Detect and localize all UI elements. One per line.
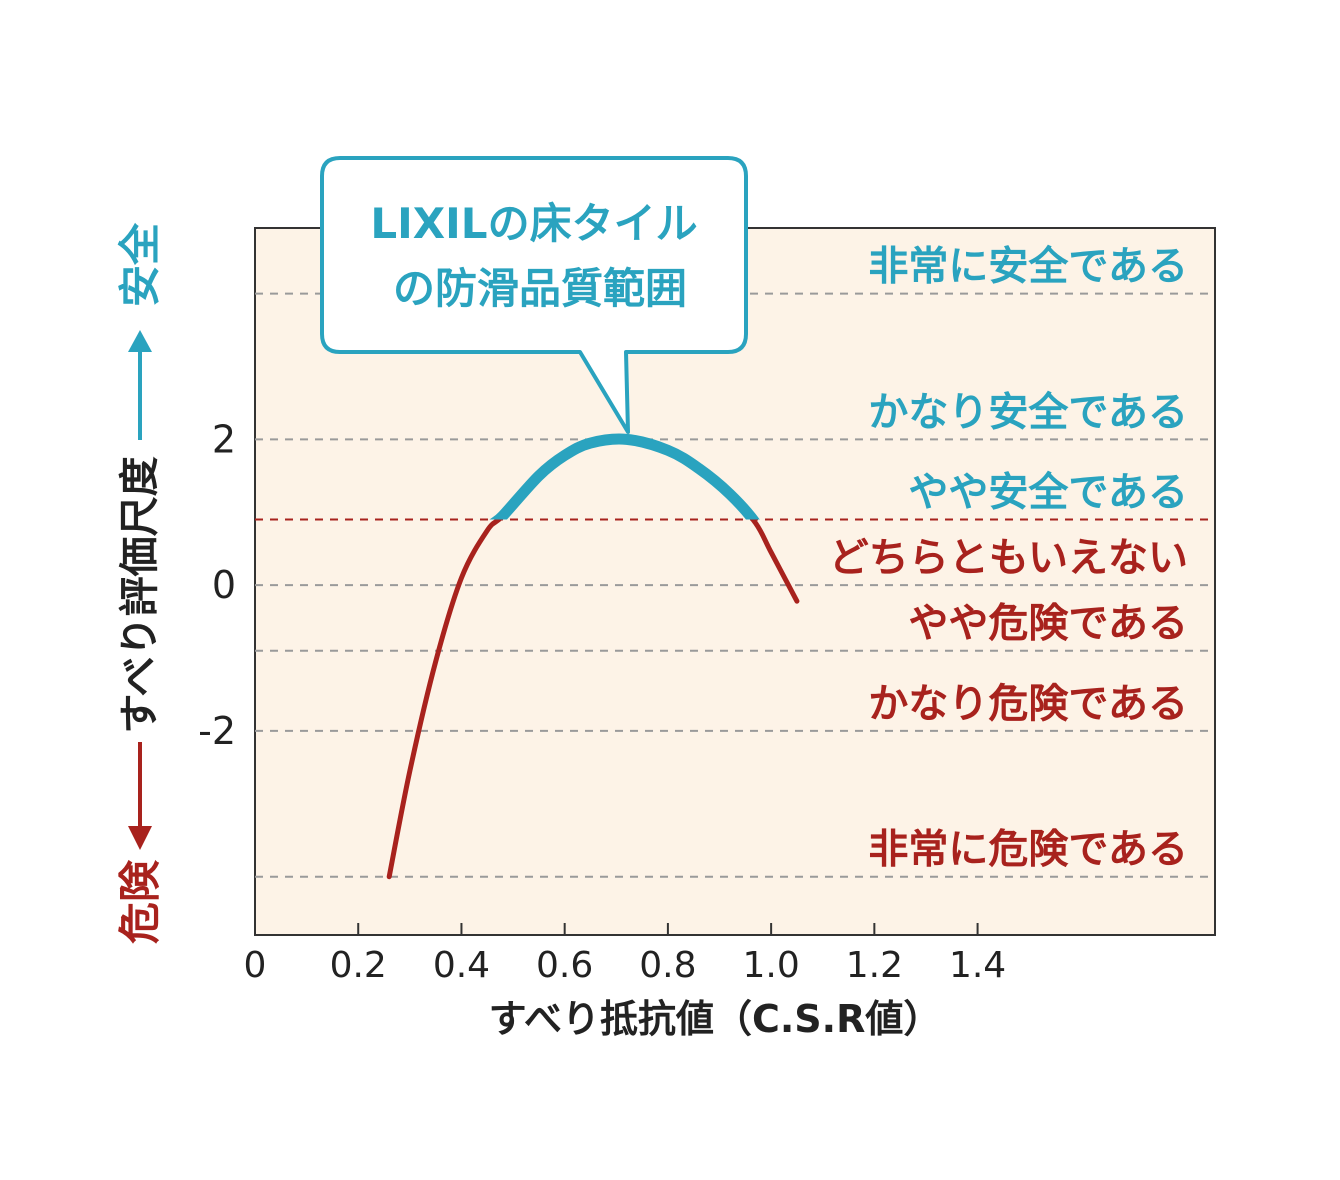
level-label-1: かなり安全である — [868, 389, 1188, 435]
y-tick-label-0: 2 — [212, 417, 236, 461]
x-tick-label-4: 0.8 — [639, 945, 696, 986]
callout-bubble — [320, 156, 748, 434]
y-axis-label-danger: 危険 — [116, 859, 165, 944]
y-axis-arrow-down-icon — [128, 826, 152, 850]
curve-safe-segment — [489, 433, 760, 520]
level-labels: 非常に安全であるかなり安全であるやや安全であるどちらともいえないやや危険であるか… — [829, 244, 1188, 873]
x-tick-label-6: 1.2 — [846, 945, 903, 986]
level-label-3: どちらともいえない — [829, 535, 1188, 581]
x-tick-label-5: 1.0 — [742, 945, 799, 986]
y-tick-label-2: -2 — [198, 709, 236, 753]
curve — [386, 433, 800, 880]
y-axis-ticks: 2 0 -2 — [198, 417, 236, 753]
x-axis-ticks: 0 0.2 0.4 0.6 0.8 1.0 1.2 1.4 — [244, 923, 1006, 986]
x-axis-label: すべり抵抗値（C.S.R値） — [489, 997, 942, 1041]
level-label-0: 非常に安全である — [868, 244, 1188, 290]
y-axis-label: すべり評価尺度 — [117, 456, 163, 733]
callout: LIXILの床タイル の防滑品質範囲 — [320, 156, 748, 434]
x-tick-label-2: 0.4 — [433, 945, 490, 986]
x-tick-label-7: 1.4 — [949, 945, 1006, 986]
level-label-5: かなり危険である — [868, 681, 1188, 727]
level-label-4: やや危険である — [908, 601, 1188, 647]
y-tick-label-1: 0 — [212, 563, 236, 607]
callout-line-1: LIXILの床タイル — [370, 199, 697, 248]
y-axis-label-safe: 安全 — [116, 222, 165, 307]
x-tick-label-1: 0.2 — [330, 945, 387, 986]
callout-line-2: の防滑品質範囲 — [393, 264, 687, 313]
level-label-6: 非常に危険である — [868, 827, 1188, 873]
y-axis-label-group: 安全 すべり評価尺度 危険 — [116, 222, 165, 944]
y-axis-arrow-up-icon — [128, 330, 152, 352]
x-tick-label-3: 0.6 — [536, 945, 593, 986]
level-label-2: やや安全である — [908, 470, 1188, 516]
x-tick-label-0: 0 — [244, 945, 267, 986]
